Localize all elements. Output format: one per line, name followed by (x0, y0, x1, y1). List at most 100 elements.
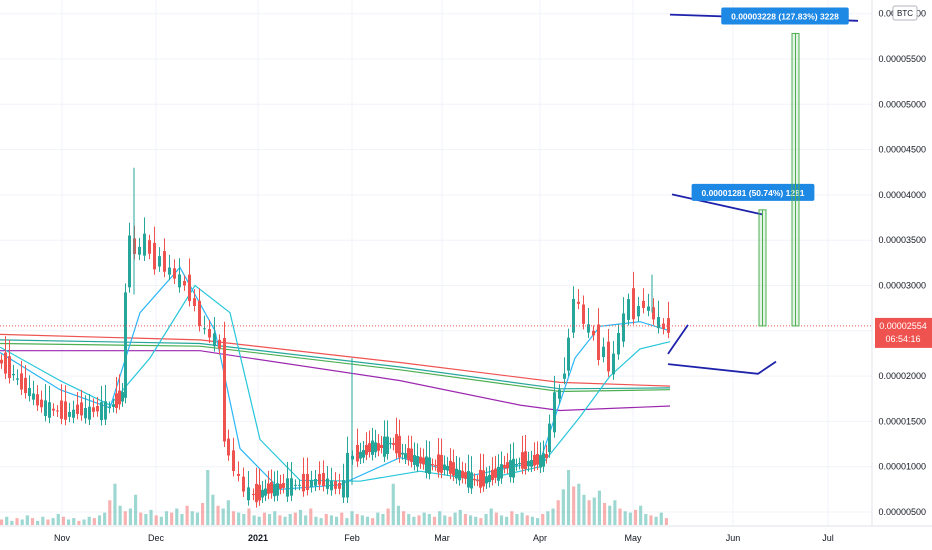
trend-line (667, 324, 689, 355)
trend-line (667, 360, 777, 375)
candle-body (173, 268, 176, 279)
volume-bar (536, 518, 540, 525)
price-axis[interactable]: 0.00000500 0.00001000 0.00001500 0.00002000… (871, 0, 932, 526)
candle-body (500, 464, 503, 479)
candle-body (115, 393, 118, 408)
candle-body (404, 453, 407, 459)
volume-bar (360, 515, 364, 525)
candle-body (203, 328, 206, 330)
trend-line (671, 193, 763, 216)
volume-bar (628, 512, 632, 525)
time-axis[interactable]: Nov Dec 2021 Feb Mar Apr May Jun Jul (0, 525, 932, 543)
volume-bar (448, 516, 452, 525)
measure-label: 0.00003228 (127.83%) 3228 (731, 11, 839, 21)
volume-bar (525, 515, 529, 525)
candle-body (298, 484, 301, 486)
candle-body (632, 288, 635, 320)
candle-body (48, 402, 51, 418)
y-tick-label: 0.00004000 (878, 190, 926, 200)
volume-bar (412, 516, 416, 525)
candle-body (642, 300, 645, 308)
volume-bar (335, 516, 339, 525)
volume-bar (226, 500, 230, 525)
volume-bar (262, 512, 266, 525)
currency-badge (892, 5, 918, 21)
volume-bar (664, 518, 668, 525)
candle-body (518, 463, 521, 465)
candle-body (326, 478, 329, 489)
volume-bar (0, 519, 4, 525)
volume-bar (82, 519, 86, 525)
y-tick-label: 0.00003000 (878, 281, 926, 291)
candle-body (92, 407, 95, 412)
volume-bar (216, 505, 220, 525)
candle-body (294, 484, 297, 486)
candle-body (446, 465, 449, 471)
currency-label: BTC (897, 9, 913, 18)
volume-bar (551, 508, 555, 525)
candle-body (153, 242, 156, 270)
candle-body (622, 313, 625, 342)
candle-body (242, 476, 245, 492)
candle-body (479, 469, 482, 488)
candle-body (419, 456, 422, 464)
candle-body (108, 406, 111, 408)
volume-bar (463, 514, 467, 525)
measure-label-box (721, 7, 849, 25)
candle-body (334, 481, 337, 489)
volume-bar (211, 494, 215, 525)
volume-bar (458, 509, 462, 525)
volume-bar (154, 515, 158, 525)
volume-bar (365, 516, 370, 525)
volume-bar (417, 515, 421, 525)
volume-bar (144, 514, 148, 525)
candle-body (310, 479, 313, 488)
candle-body (282, 483, 285, 488)
volume-bar (577, 483, 581, 525)
measure-tools[interactable]: 0.00001281 (50.74%) 1281 0.00003228 (127.… (691, 7, 849, 327)
candle-body (346, 452, 349, 498)
volume-bar (438, 511, 442, 525)
volume-bar (67, 519, 71, 525)
candle-body (227, 438, 230, 456)
volume-bar (407, 514, 411, 525)
volume-bar (56, 514, 60, 525)
candle-body (440, 454, 443, 473)
candle-body (607, 341, 610, 372)
volume-bar (206, 470, 210, 525)
volume-bar (376, 512, 380, 525)
candle-body (264, 488, 267, 496)
volume-bar (386, 508, 390, 525)
volume-bar (77, 520, 81, 525)
candle-body (567, 337, 570, 371)
candle-body (56, 410, 59, 412)
candle-body (121, 392, 124, 402)
moving-average-line (0, 342, 671, 393)
candle-body (138, 246, 141, 255)
volume-bar (453, 512, 457, 525)
measure-label: 0.00001281 (50.74%) 1281 (701, 188, 804, 198)
candle-body (40, 399, 43, 408)
candle-body (104, 401, 107, 420)
moving-average-line (0, 333, 671, 387)
volume-bar (237, 512, 241, 525)
volume-bar (649, 515, 653, 525)
candle-body (533, 454, 536, 466)
moving-averages (0, 266, 671, 491)
y-tick-label: 0.00005000 (878, 99, 926, 109)
volume-bar (10, 520, 14, 525)
volume-bar (113, 483, 117, 525)
volume-bar (654, 516, 658, 525)
y-tick-label: 0.00001500 (878, 416, 926, 426)
candle-body (12, 373, 15, 376)
candle-body (247, 487, 250, 501)
volume-bar (134, 494, 138, 525)
candle-body (527, 460, 530, 467)
volume-bar (443, 515, 447, 525)
candle-body (389, 443, 392, 445)
volume-bar (30, 518, 35, 525)
candle-body (267, 483, 270, 494)
candle-body (273, 484, 276, 497)
